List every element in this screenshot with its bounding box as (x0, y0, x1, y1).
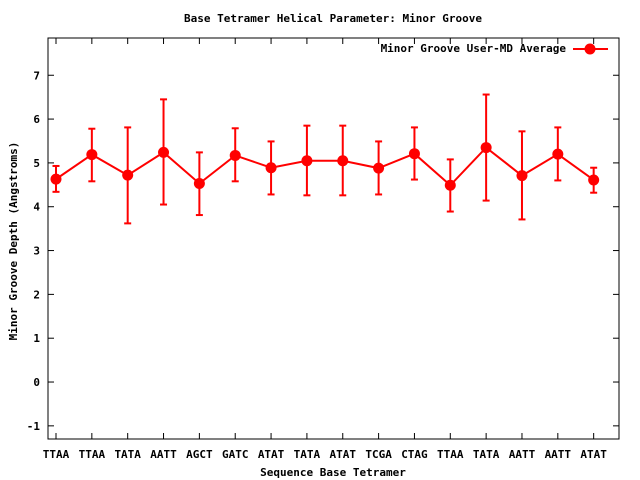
y-tick-label: 3 (33, 245, 40, 258)
series-line (55, 146, 595, 187)
x-tick-label: AATT (545, 448, 572, 461)
data-point (301, 155, 313, 167)
chart-title: Base Tetramer Helical Parameter: Minor G… (184, 12, 482, 25)
x-tick-label: TCGA (365, 448, 392, 461)
y-tick-label: 1 (33, 332, 40, 345)
error-bars (52, 93, 598, 225)
data-point (337, 155, 349, 167)
legend-marker (584, 43, 596, 55)
x-tick-label: AGCT (186, 448, 213, 461)
y-tick-label: 7 (33, 69, 40, 82)
data-point (444, 179, 456, 191)
x-tick-label: AATT (509, 448, 536, 461)
data-point (552, 148, 564, 160)
data-points (50, 142, 600, 191)
y-tick-label: 4 (33, 201, 40, 214)
legend-label: Minor Groove User-MD Average (381, 42, 567, 55)
x-axis-label: Sequence Base Tetramer (260, 466, 406, 479)
y-axis-label: Minor Groove Depth (Angstroms) (7, 142, 20, 341)
x-tick-label: TTAA (437, 448, 464, 461)
y-axis: -1 0 1 2 3 4 5 6 7 (27, 69, 619, 433)
x-tick-label: TTAA (79, 448, 106, 461)
x-tick-label: TATA (294, 448, 321, 461)
data-point (122, 169, 134, 181)
y-tick-label: 2 (33, 288, 40, 301)
y-tick-label: -1 (27, 420, 41, 433)
plot-area-frame (47, 37, 620, 440)
data-point (480, 142, 492, 154)
x-tick-label: ATAT (258, 448, 285, 461)
series-lines (55, 146, 595, 187)
data-point (516, 170, 528, 182)
x-tick-label: TATA (473, 448, 500, 461)
x-tick-label: GATC (222, 448, 249, 461)
x-axis: TTAA TTAA TATA AATT AGCT GATC ATAT TATA ATAT TCGA… (43, 38, 607, 461)
data-point (158, 146, 170, 158)
y-tick-label: 5 (33, 157, 40, 170)
y-tick-label: 6 (33, 113, 40, 126)
data-point (373, 162, 385, 174)
x-tick-label: TTAA (43, 448, 70, 461)
data-point (86, 149, 98, 161)
data-point (265, 162, 277, 174)
data-point (408, 148, 420, 160)
x-tick-label: TATA (114, 448, 141, 461)
data-point (50, 173, 62, 185)
data-point (193, 177, 205, 189)
x-tick-label: AATT (150, 448, 177, 461)
data-point (588, 174, 600, 186)
data-point (229, 149, 241, 161)
legend: Minor Groove User-MD Average (381, 42, 608, 55)
y-tick-label: 0 (33, 376, 40, 389)
x-tick-label: ATAT (330, 448, 357, 461)
x-tick-label: ATAT (580, 448, 607, 461)
x-tick-label: CTAG (401, 448, 428, 461)
